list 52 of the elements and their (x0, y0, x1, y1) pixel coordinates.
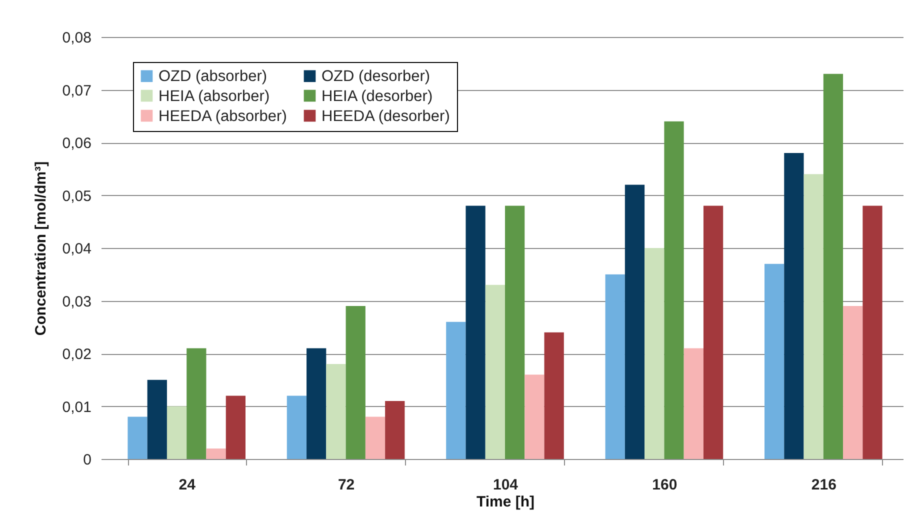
legend-label: OZD (absorber) (158, 68, 268, 86)
bar (505, 206, 525, 459)
legend-label: HEEDA (absorber) (158, 108, 287, 125)
bar (664, 121, 684, 459)
y-tick-label: 0,04 (62, 240, 92, 258)
bar (605, 274, 625, 459)
y-tick-label: 0,02 (62, 346, 92, 363)
legend-label: HEEDA (desorber) (322, 108, 450, 125)
bar (466, 206, 486, 459)
bar (703, 206, 724, 459)
legend-label: HEIA (desorber) (322, 88, 433, 105)
bar (365, 416, 386, 459)
legend-label: HEIA (absorber) (158, 88, 270, 105)
bar (286, 396, 307, 459)
bar (385, 400, 405, 459)
bar (862, 206, 882, 459)
bar (147, 380, 167, 459)
bar (804, 174, 824, 459)
bar (524, 374, 544, 459)
bar (206, 448, 226, 459)
bar (843, 306, 863, 459)
bar (544, 332, 564, 459)
bar (823, 74, 844, 459)
x-tick-label: 24 (178, 476, 196, 494)
bar (624, 184, 645, 459)
bar (226, 396, 246, 459)
bar (644, 248, 664, 459)
legend-label: OZD (desorber) (322, 68, 430, 86)
y-tick-label: 0,06 (62, 135, 92, 152)
bar (186, 348, 206, 459)
x-tick-label: 104 (492, 476, 519, 494)
y-tick-label: 0,05 (62, 188, 92, 205)
bar (326, 364, 346, 459)
bar (684, 348, 704, 459)
bar (446, 322, 466, 459)
x-tick-label: 72 (338, 476, 355, 494)
y-tick-label: 0,08 (62, 30, 92, 46)
y-tick-label: 0,01 (62, 398, 92, 416)
bar (166, 406, 187, 459)
bar (306, 348, 326, 459)
y-tick-label: 0,07 (62, 82, 92, 100)
x-axis-title: Time [h] (476, 494, 535, 510)
bar (764, 264, 784, 459)
x-tick-label: 160 (652, 476, 678, 494)
y-tick-label: 0,03 (62, 293, 92, 310)
bar (784, 153, 804, 459)
bar (485, 284, 505, 459)
bar (128, 416, 148, 459)
y-axis-title: Concentration [mol/dm³] (32, 161, 50, 336)
x-tick-label: 216 (811, 476, 836, 494)
y-tick-label: 0 (83, 452, 92, 468)
bar (346, 306, 366, 459)
